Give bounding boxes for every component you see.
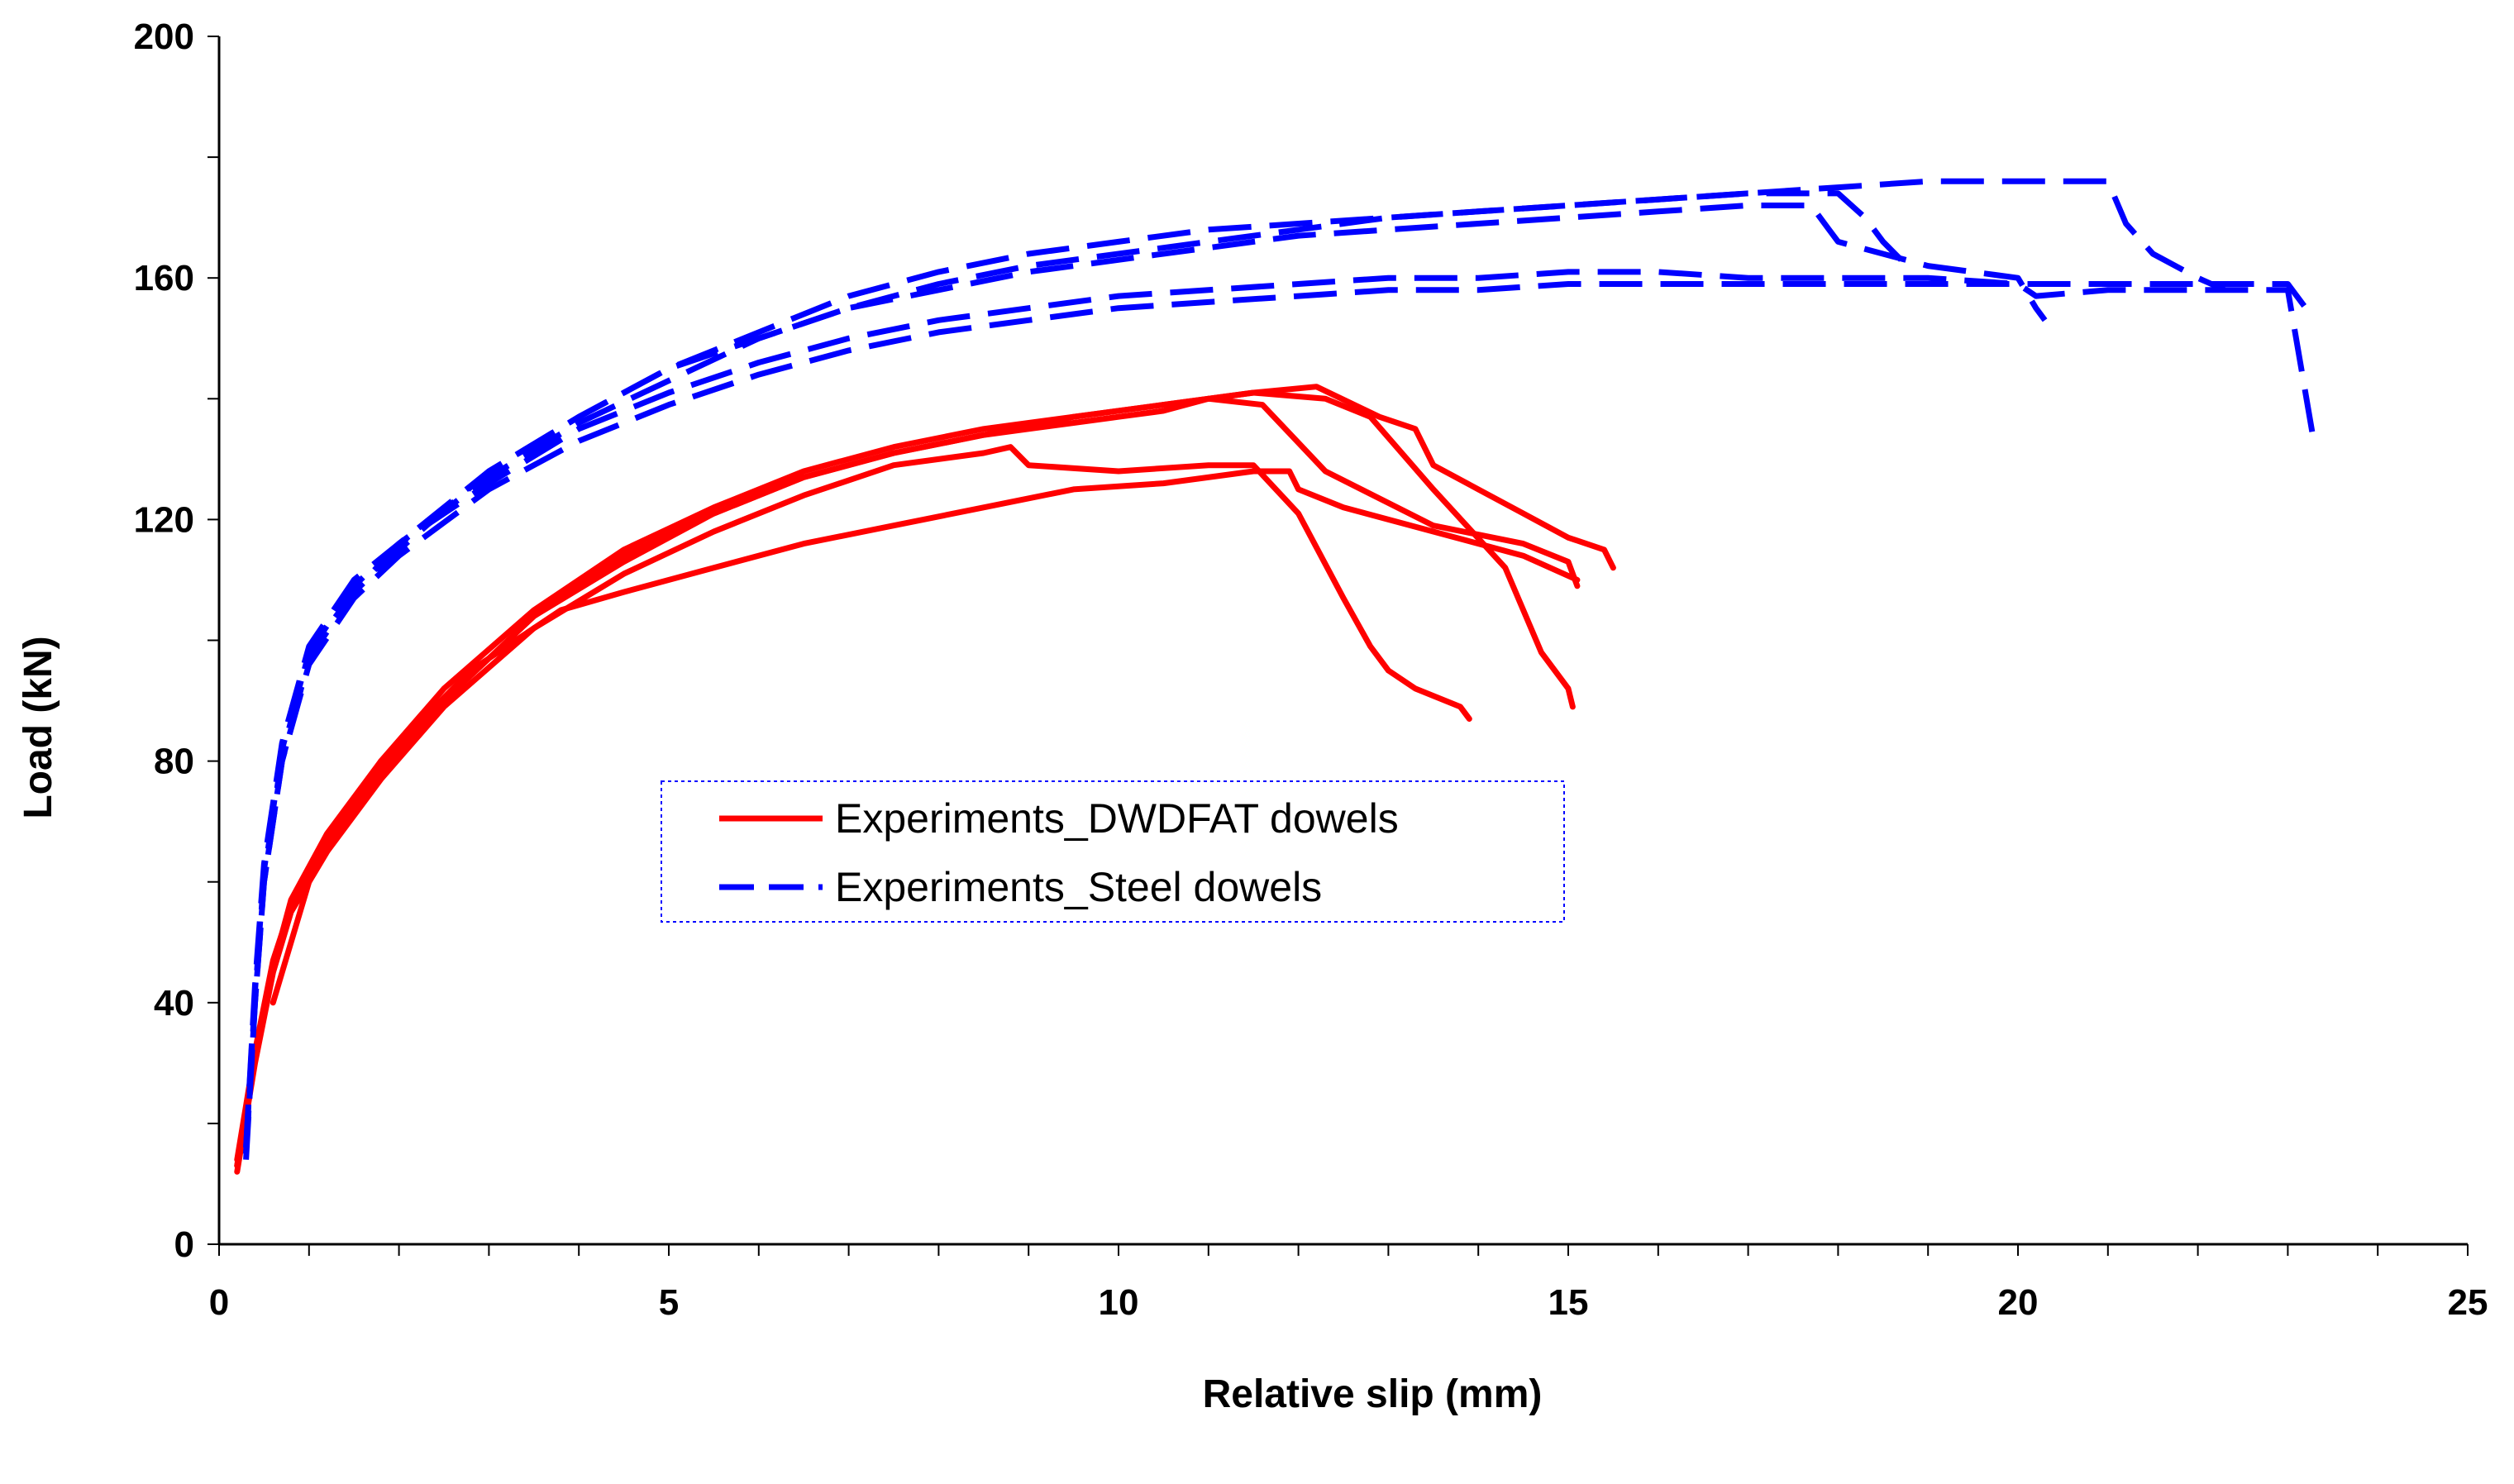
x-tick-label: 15 bbox=[1548, 1282, 1589, 1323]
y-axis-title: Load (kN) bbox=[17, 636, 60, 818]
steel-series-line-8 bbox=[243, 269, 2318, 1148]
legend-label-dwdfat: Experiments_DWDFAT dowels bbox=[835, 795, 1399, 842]
y-tick-label: 40 bbox=[154, 983, 194, 1024]
y-tick-label: 80 bbox=[154, 742, 194, 782]
legend-box bbox=[661, 780, 1565, 923]
dwdfat-series-line-4 bbox=[270, 468, 1581, 1006]
x-tick-label: 25 bbox=[2448, 1282, 2488, 1323]
series-layer bbox=[234, 178, 2318, 1175]
x-tick-label: 5 bbox=[659, 1282, 679, 1323]
legend: Experiments_DWDFAT dowels Experiments_St… bbox=[661, 780, 1565, 923]
y-tick-label: 0 bbox=[174, 1224, 194, 1265]
x-tick-label: 10 bbox=[1099, 1282, 1139, 1323]
dwdfat-series-line-3 bbox=[234, 384, 1616, 1169]
y-tick-label: 200 bbox=[134, 17, 194, 57]
legend-label-steel: Experiments_Steel dowels bbox=[835, 864, 1322, 910]
ticks-layer: 0 40 80 120 160 200 0 5 10 15 20 25 bbox=[134, 17, 2488, 1323]
x-axis-title: Relative slip (mm) bbox=[1203, 1372, 1543, 1416]
y-tick-label: 160 bbox=[134, 258, 194, 298]
steel-series-line-7 bbox=[243, 203, 2048, 1154]
steel-series-line-9 bbox=[243, 281, 2309, 1160]
x-tick-label: 20 bbox=[1998, 1282, 2039, 1323]
x-tick-label: 0 bbox=[209, 1282, 229, 1323]
y-tick-label: 120 bbox=[134, 499, 194, 540]
